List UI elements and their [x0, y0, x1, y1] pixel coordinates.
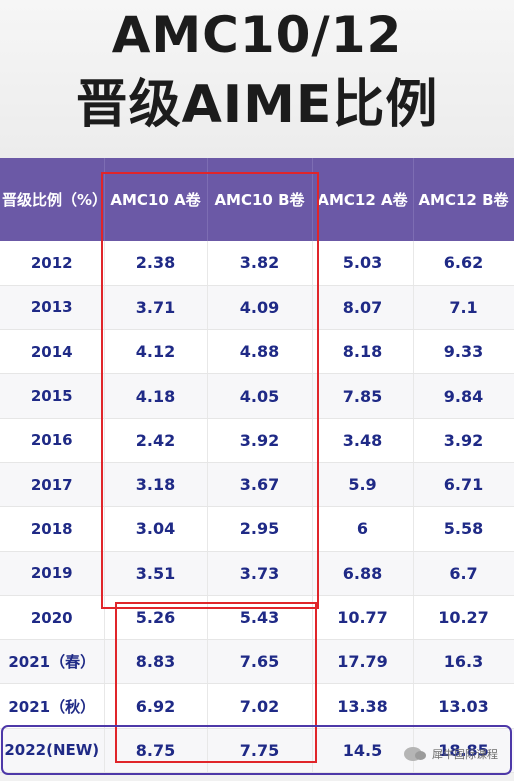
table-row: 2013 3.71 4.09 8.07 7.1 [0, 285, 514, 331]
header-year: 晋级比例（%） [0, 158, 107, 241]
wechat-icon [404, 747, 426, 761]
cell-amc12a: 8.07 [312, 285, 414, 331]
cell-year: 2021（春） [0, 639, 105, 685]
cell-amc10a: 8.75 [104, 728, 208, 774]
cell-amc10a: 6.92 [104, 683, 208, 729]
cell-amc10b: 5.43 [207, 595, 313, 641]
cell-amc12b: 3.92 [413, 418, 514, 463]
cell-amc10b: 2.95 [207, 506, 313, 552]
cell-year: 2019 [0, 551, 105, 596]
cell-amc12b: 7.1 [413, 285, 514, 331]
cell-amc12a: 14.5 [312, 728, 414, 774]
table-row: 2020 5.26 5.43 10.77 10.27 [0, 595, 514, 641]
cell-amc12b: 9.33 [413, 329, 514, 375]
cell-year: 2021（秋） [0, 683, 105, 729]
cell-year: 2018 [0, 506, 105, 552]
cell-amc10b: 3.82 [207, 241, 313, 286]
cell-amc12b: 10.27 [413, 595, 514, 641]
header-amc12b: AMC12 B卷 [413, 158, 514, 241]
cell-amc12a: 6.88 [312, 551, 414, 596]
cell-amc10a: 8.83 [104, 639, 208, 685]
cell-year: 2013 [0, 285, 105, 331]
cell-amc12a: 5.03 [312, 241, 414, 286]
table-row: 2018 3.04 2.95 6 5.58 [0, 506, 514, 552]
cell-amc12b: 6.62 [413, 241, 514, 286]
cell-amc12a: 8.18 [312, 329, 414, 375]
cell-amc12a: 7.85 [312, 373, 414, 419]
cell-amc10a: 2.38 [104, 241, 208, 286]
cell-amc10a: 2.42 [104, 418, 208, 463]
cell-amc10b: 4.05 [207, 373, 313, 419]
cell-year: 2022(NEW) [0, 728, 105, 774]
cell-amc10a: 3.18 [104, 462, 208, 508]
cell-amc10b: 4.88 [207, 329, 313, 375]
cell-amc10b: 7.65 [207, 639, 313, 685]
table-row: 2021（春） 8.83 7.65 17.79 16.3 [0, 639, 514, 685]
cell-amc10b: 7.75 [207, 728, 313, 774]
table-row: 2012 2.38 3.82 5.03 6.62 [0, 241, 514, 286]
title-banner: AMC10/12 晋级AIME比例 [0, 0, 514, 158]
cell-amc12a: 10.77 [312, 595, 414, 641]
table-header-row: 晋级比例（%） AMC10 A卷 AMC10 B卷 AMC12 A卷 AMC12… [0, 158, 514, 241]
cell-amc12b: 18.85 [413, 728, 514, 774]
table-row: 2019 3.51 3.73 6.88 6.7 [0, 551, 514, 596]
cell-year: 2017 [0, 462, 105, 508]
cell-amc12a: 5.9 [312, 462, 414, 508]
cell-amc10a: 3.04 [104, 506, 208, 552]
table-row: 2017 3.18 3.67 5.9 6.71 [0, 462, 514, 508]
watermark: 犀牛国际课程 [404, 743, 498, 765]
title-line-1: AMC10/12 [111, 6, 403, 64]
cell-amc10a: 5.26 [104, 595, 208, 641]
highlight-row-2022 [1, 725, 512, 775]
cell-amc12b: 9.84 [413, 373, 514, 419]
cell-amc10b: 3.73 [207, 551, 313, 596]
cell-amc10b: 4.09 [207, 285, 313, 331]
table-row: 2021（秋） 6.92 7.02 13.38 13.03 [0, 683, 514, 729]
cell-amc12a: 6 [312, 506, 414, 552]
cell-amc12a: 17.79 [312, 639, 414, 685]
header-amc10a: AMC10 A卷 [104, 158, 208, 241]
table-row: 2014 4.12 4.88 8.18 9.33 [0, 329, 514, 375]
header-amc12a: AMC12 A卷 [312, 158, 414, 241]
cell-year: 2016 [0, 418, 105, 463]
table-row: 2022(NEW) 8.75 7.75 14.5 18.85 [0, 728, 514, 774]
cell-amc12a: 13.38 [312, 683, 414, 729]
cell-amc12a: 3.48 [312, 418, 414, 463]
table-row: 2015 4.18 4.05 7.85 9.84 [0, 373, 514, 419]
cell-year: 2014 [0, 329, 105, 375]
cell-amc12b: 13.03 [413, 683, 514, 729]
cell-amc10a: 3.51 [104, 551, 208, 596]
cell-year: 2012 [0, 241, 105, 286]
cell-amc12b: 6.71 [413, 462, 514, 508]
aime-qualification-table: 晋级比例（%） AMC10 A卷 AMC10 B卷 AMC12 A卷 AMC12… [0, 158, 514, 774]
cell-amc10b: 3.92 [207, 418, 313, 463]
cell-amc12b: 16.3 [413, 639, 514, 685]
cell-year: 2020 [0, 595, 105, 641]
cell-amc10a: 4.18 [104, 373, 208, 419]
cell-amc12b: 5.58 [413, 506, 514, 552]
table-row: 2016 2.42 3.92 3.48 3.92 [0, 418, 514, 463]
cell-amc10b: 3.67 [207, 462, 313, 508]
watermark-text: 犀牛国际课程 [432, 748, 498, 761]
cell-year: 2015 [0, 373, 105, 419]
title-line-2: 晋级AIME比例 [75, 75, 439, 135]
cell-amc12b: 6.7 [413, 551, 514, 596]
cell-amc10b: 7.02 [207, 683, 313, 729]
cell-amc10a: 3.71 [104, 285, 208, 331]
header-amc10b: AMC10 B卷 [207, 158, 313, 241]
cell-amc10a: 4.12 [104, 329, 208, 375]
